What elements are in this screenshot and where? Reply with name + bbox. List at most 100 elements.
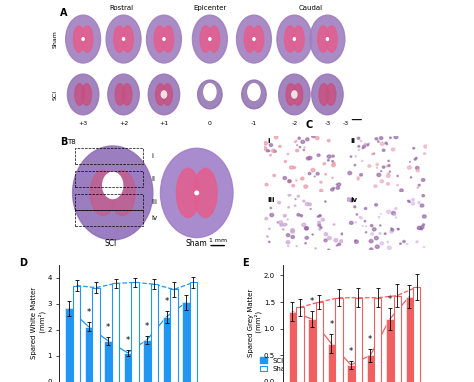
Ellipse shape xyxy=(317,216,319,217)
Ellipse shape xyxy=(387,241,389,243)
Text: C: C xyxy=(306,120,313,130)
Ellipse shape xyxy=(363,145,365,148)
Ellipse shape xyxy=(269,144,273,146)
Ellipse shape xyxy=(305,202,309,206)
Ellipse shape xyxy=(380,225,381,226)
Ellipse shape xyxy=(400,243,401,244)
Bar xyxy=(289,312,296,382)
Bar xyxy=(335,298,343,382)
Ellipse shape xyxy=(286,241,290,244)
Ellipse shape xyxy=(374,204,377,206)
Ellipse shape xyxy=(371,233,374,235)
Ellipse shape xyxy=(397,185,398,186)
Ellipse shape xyxy=(291,228,294,231)
Ellipse shape xyxy=(379,137,383,139)
Ellipse shape xyxy=(269,228,270,230)
Ellipse shape xyxy=(266,149,269,152)
Ellipse shape xyxy=(387,246,391,249)
Ellipse shape xyxy=(315,136,319,139)
Ellipse shape xyxy=(376,163,378,165)
Ellipse shape xyxy=(318,26,329,52)
Ellipse shape xyxy=(424,145,428,148)
Ellipse shape xyxy=(298,137,301,139)
Text: *: * xyxy=(368,335,373,344)
Ellipse shape xyxy=(376,167,377,168)
Text: *: * xyxy=(126,336,130,345)
Ellipse shape xyxy=(394,214,396,215)
Ellipse shape xyxy=(106,15,141,63)
Ellipse shape xyxy=(356,214,358,215)
Ellipse shape xyxy=(336,186,339,189)
Ellipse shape xyxy=(340,240,343,243)
Ellipse shape xyxy=(423,247,425,248)
Ellipse shape xyxy=(321,218,324,221)
Ellipse shape xyxy=(398,228,399,230)
Ellipse shape xyxy=(288,180,291,182)
Ellipse shape xyxy=(319,189,323,192)
Ellipse shape xyxy=(293,26,304,52)
Ellipse shape xyxy=(82,84,91,105)
Ellipse shape xyxy=(359,216,360,217)
Ellipse shape xyxy=(347,198,350,201)
Bar xyxy=(112,283,119,382)
Ellipse shape xyxy=(163,38,165,40)
Text: +3: +3 xyxy=(79,121,88,126)
Ellipse shape xyxy=(378,141,379,142)
Ellipse shape xyxy=(283,176,287,180)
Text: *: * xyxy=(164,298,169,306)
Text: i: i xyxy=(267,138,270,144)
Ellipse shape xyxy=(373,228,376,231)
Bar xyxy=(308,319,316,382)
Ellipse shape xyxy=(146,15,182,63)
Ellipse shape xyxy=(103,172,123,199)
Text: +2: +2 xyxy=(119,121,128,126)
Ellipse shape xyxy=(360,217,362,219)
Ellipse shape xyxy=(387,210,391,214)
Ellipse shape xyxy=(375,245,379,248)
Ellipse shape xyxy=(319,84,329,105)
Ellipse shape xyxy=(176,168,200,217)
Ellipse shape xyxy=(328,236,331,240)
Ellipse shape xyxy=(269,197,271,199)
Text: -1: -1 xyxy=(251,121,257,126)
Bar xyxy=(367,355,374,382)
Ellipse shape xyxy=(253,38,255,40)
Ellipse shape xyxy=(319,215,321,217)
Ellipse shape xyxy=(332,163,335,167)
Ellipse shape xyxy=(304,147,305,148)
Bar xyxy=(131,282,139,382)
Ellipse shape xyxy=(82,26,93,52)
Ellipse shape xyxy=(310,15,345,63)
Bar xyxy=(374,298,382,382)
Ellipse shape xyxy=(380,180,383,183)
Ellipse shape xyxy=(301,140,305,144)
Text: iii: iii xyxy=(151,199,157,205)
Ellipse shape xyxy=(287,154,289,155)
Ellipse shape xyxy=(388,160,389,162)
Ellipse shape xyxy=(319,215,321,216)
Ellipse shape xyxy=(328,249,329,251)
Text: *: * xyxy=(388,295,392,304)
Ellipse shape xyxy=(312,74,343,115)
Ellipse shape xyxy=(270,214,273,217)
Ellipse shape xyxy=(411,202,415,205)
Ellipse shape xyxy=(284,26,296,52)
Text: iv: iv xyxy=(351,197,358,202)
Text: 0: 0 xyxy=(208,121,212,126)
Ellipse shape xyxy=(374,185,377,188)
Ellipse shape xyxy=(391,228,394,231)
Legend: SCI, Sham: SCI, Sham xyxy=(260,357,293,373)
Ellipse shape xyxy=(355,222,356,223)
Ellipse shape xyxy=(365,207,367,210)
Ellipse shape xyxy=(420,204,424,207)
Ellipse shape xyxy=(400,189,403,192)
Ellipse shape xyxy=(355,156,356,157)
Ellipse shape xyxy=(420,226,424,229)
Ellipse shape xyxy=(383,166,385,168)
Ellipse shape xyxy=(308,156,312,160)
Bar xyxy=(163,317,170,382)
Text: ii: ii xyxy=(151,176,155,182)
Ellipse shape xyxy=(394,136,398,139)
Ellipse shape xyxy=(365,226,367,227)
Ellipse shape xyxy=(269,151,270,152)
